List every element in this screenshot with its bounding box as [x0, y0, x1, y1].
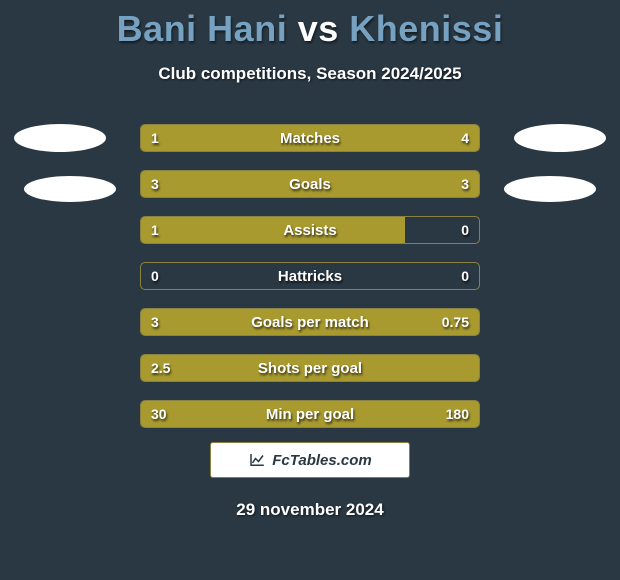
stat-value-right: 3 [461, 171, 469, 197]
stat-row: 10Assists [140, 216, 480, 244]
stat-bar-left [141, 217, 405, 243]
stat-row: 30180Min per goal [140, 400, 480, 428]
brand-badge: FcTables.com [210, 442, 410, 478]
stat-value-right: 0 [461, 263, 469, 289]
stat-row: 0 0Hattricks [140, 262, 480, 290]
stat-value-right: 0 [461, 217, 469, 243]
stat-bar-right [202, 125, 479, 151]
date-text: 29 november 2024 [0, 500, 620, 520]
player1-badge-bottom [24, 176, 116, 202]
stat-bar-left [141, 309, 405, 335]
player1-badge-top [14, 124, 106, 152]
stat-bar-right [310, 171, 479, 197]
player2-badge-bottom [504, 176, 596, 202]
stat-row: 33Goals [140, 170, 480, 198]
stat-label: Hattricks [141, 263, 479, 289]
chart-icon [248, 451, 266, 469]
stats-bars-container: 14Matches33Goals10Assists00Hattricks30.7… [140, 124, 480, 446]
stat-value-left: 3 [151, 309, 159, 335]
stat-row: 2.5Shots per goal [140, 354, 480, 382]
stat-value-right: 4 [461, 125, 469, 151]
stat-bar-left [141, 171, 310, 197]
brand-text: FcTables.com [272, 452, 371, 469]
stat-value-left: 1 [151, 125, 159, 151]
stat-value-right: 0.75 [442, 309, 469, 335]
stat-value-left: 2.5 [151, 355, 170, 381]
stat-value-left: 0 [151, 263, 159, 289]
stat-bar-right [188, 401, 479, 427]
stat-value-left: 3 [151, 171, 159, 197]
player1-name: Bani Hani [117, 8, 288, 49]
player2-name: Khenissi [349, 8, 503, 49]
subtitle: Club competitions, Season 2024/2025 [0, 64, 620, 84]
stat-value-left: 30 [151, 401, 167, 427]
stat-row: 30.75Goals per match [140, 308, 480, 336]
vs-text: vs [298, 8, 339, 49]
stat-value-right: 180 [446, 401, 469, 427]
comparison-title: Bani Hani vs Khenissi [0, 0, 620, 50]
stat-row: 14Matches [140, 124, 480, 152]
player2-badge-top [514, 124, 606, 152]
stat-value-left: 1 [151, 217, 159, 243]
stat-bar-left [141, 355, 479, 381]
